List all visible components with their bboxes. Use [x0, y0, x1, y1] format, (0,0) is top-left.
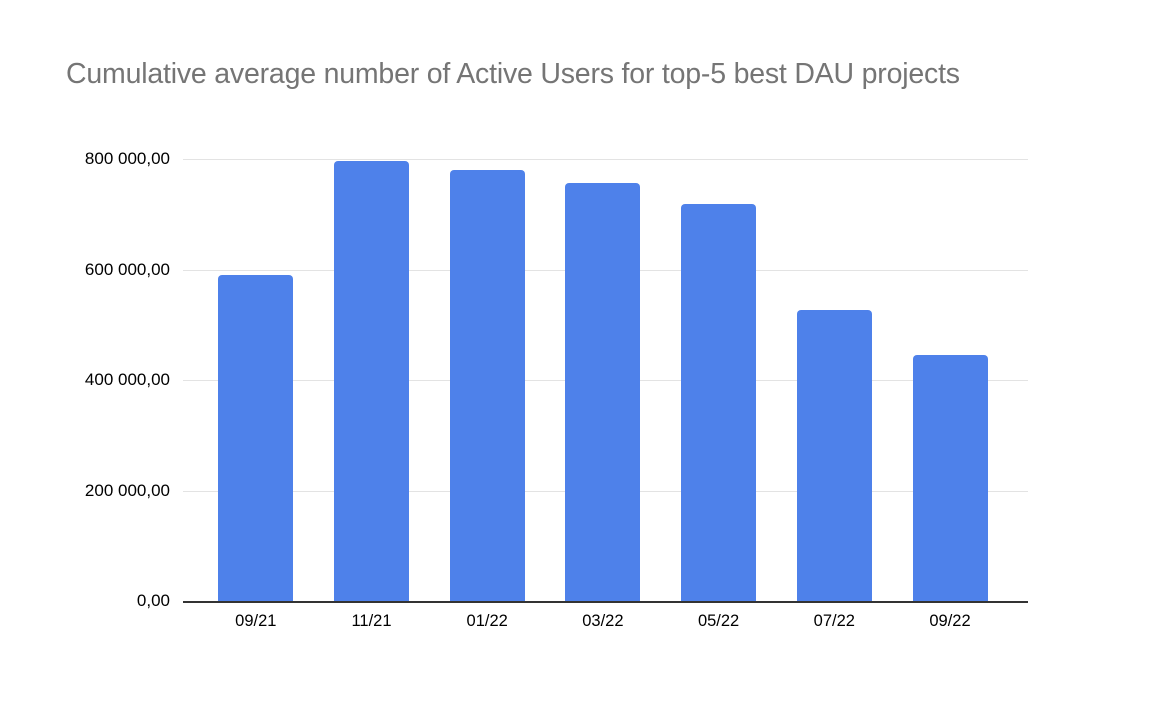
plot-area	[183, 159, 1028, 603]
y-axis-tick-label: 600 000,00	[84, 259, 170, 279]
bar-03/22[interactable]	[565, 182, 641, 601]
bar-05/22[interactable]	[681, 203, 757, 601]
x-axis-tick-label: 07/22	[813, 612, 855, 630]
y-axis-tick-label: 200 000,00	[84, 480, 170, 500]
gridline	[183, 159, 1028, 160]
bar-11/21[interactable]	[334, 160, 409, 601]
x-axis-tick-label: 11/21	[351, 612, 392, 630]
x-axis-tick-label: 05/22	[697, 612, 740, 630]
x-axis-line	[183, 601, 1028, 603]
bar-07/22[interactable]	[796, 310, 872, 601]
x-axis-tick-label: 01/22	[466, 612, 508, 630]
chart-title: Cumulative average number of Active User…	[66, 58, 960, 90]
bar-01/22[interactable]	[449, 170, 525, 601]
y-axis-tick-label: 400 000,00	[84, 370, 170, 389]
x-axis-tick-label: 09/21	[235, 612, 277, 630]
bar-09/22[interactable]	[912, 354, 988, 601]
x-axis-tick-label: 03/22	[582, 612, 624, 630]
x-axis-tick-label: 09/22	[929, 612, 971, 630]
bar-09/21[interactable]	[218, 275, 294, 601]
y-axis-tick-label: 0,00	[136, 591, 170, 610]
y-axis-tick-label: 800 000,00	[84, 149, 170, 168]
